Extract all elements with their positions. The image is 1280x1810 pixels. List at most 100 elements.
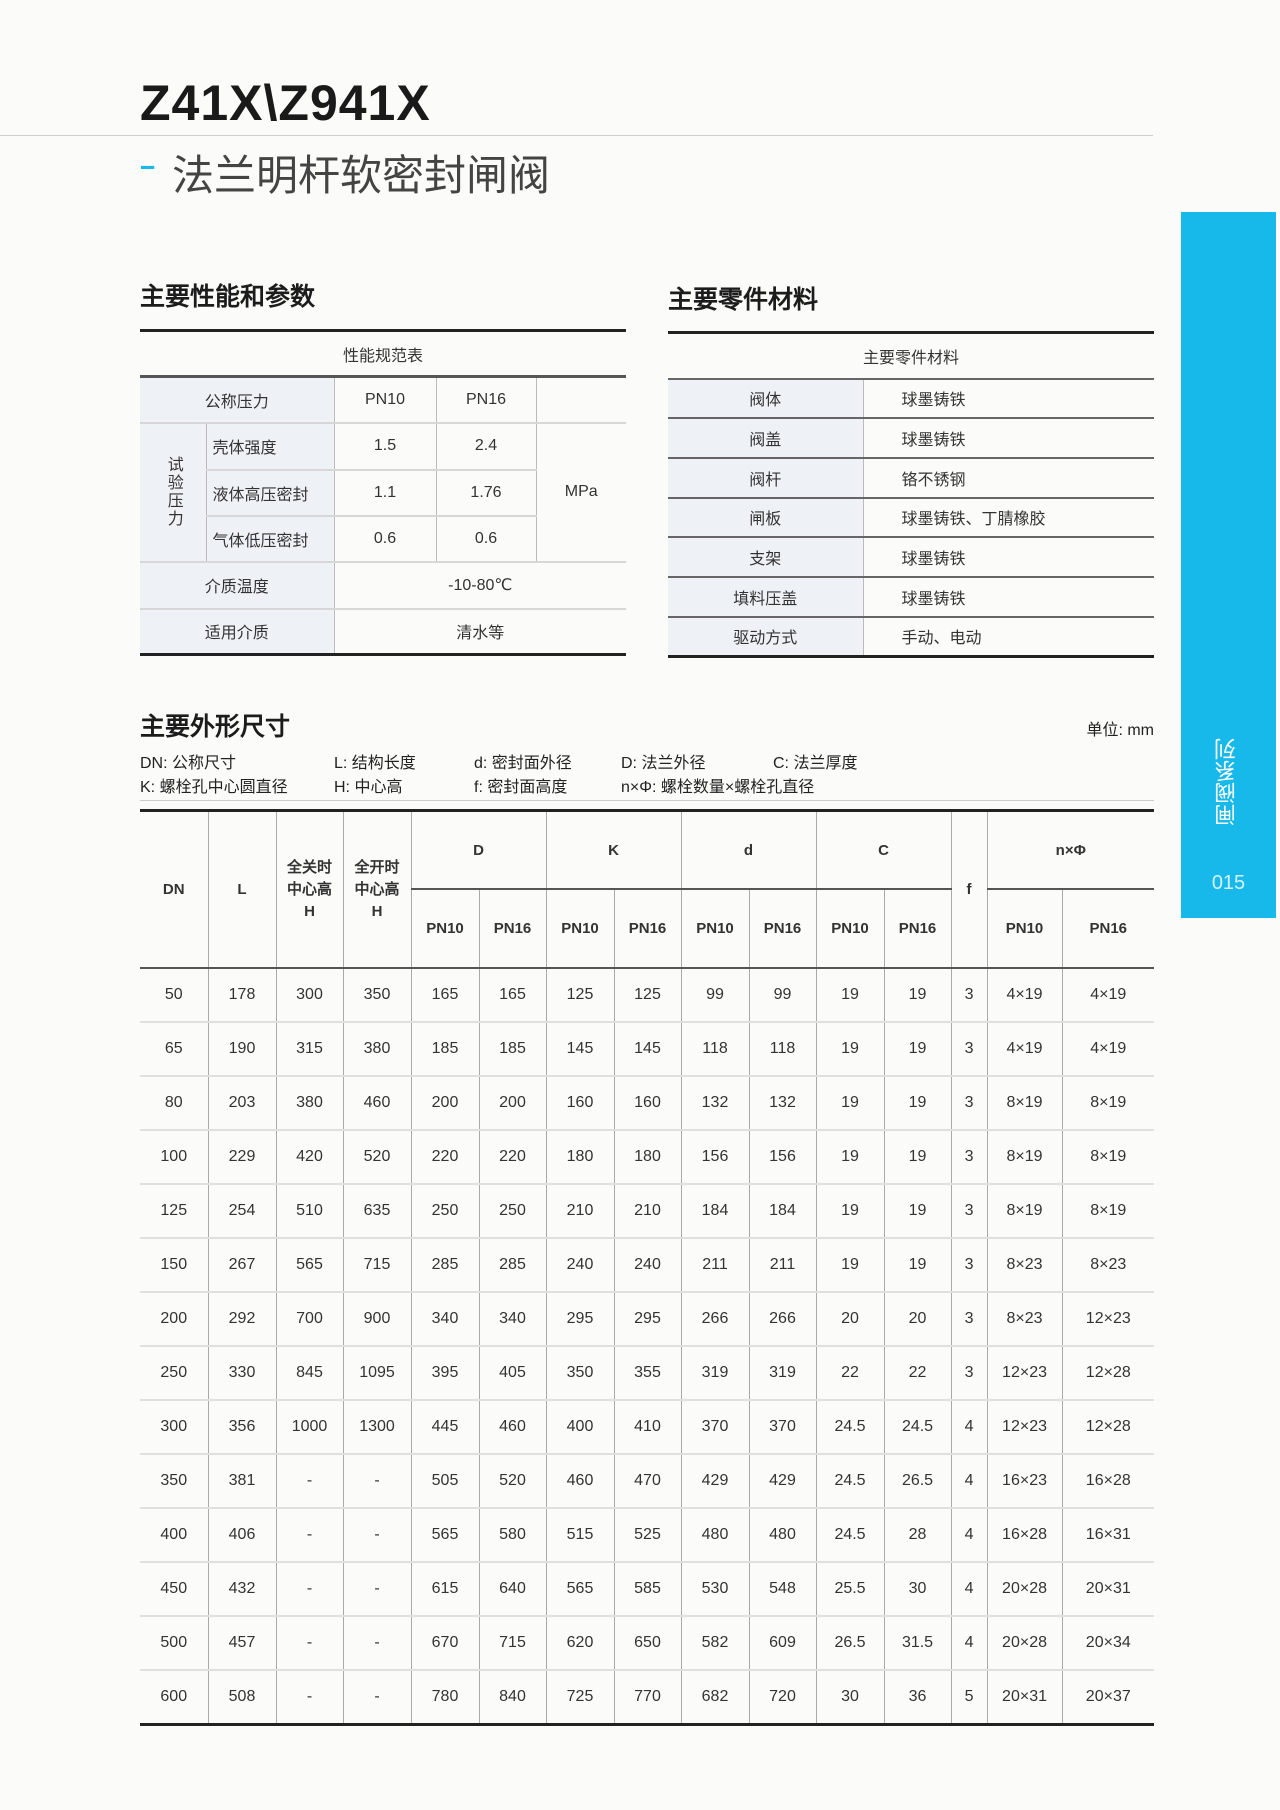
- cell-C-pn16: 19: [884, 1237, 952, 1292]
- cell-D-pn10: 670: [411, 1615, 480, 1670]
- legend-item: DN: 公称尺寸: [140, 755, 237, 772]
- cell-D-pn16: 460: [479, 1399, 547, 1454]
- table-row: 400 406- -565 580 515 525 480 480 24.5 28 4 16×28 16…: [140, 1507, 1155, 1562]
- cell-K-pn16: 180: [614, 1129, 682, 1184]
- subtitle-dash-mark: --: [140, 150, 155, 180]
- material-row: 填料压盖 球墨铸铁: [668, 575, 1155, 617]
- cell-d-pn10: 156: [681, 1129, 750, 1184]
- table-row: 600 508- -780 840 725 770 682 720 30 36 5 20×31 20×3…: [140, 1669, 1155, 1725]
- cell-f: 4: [951, 1615, 988, 1670]
- cell-nphi-pn10: 20×28: [987, 1615, 1063, 1670]
- material-row: 驱动方式 手动、电动: [668, 615, 1155, 657]
- cell-h-open: -: [343, 1507, 412, 1562]
- table-row: 100 229 420 520 220 220 180 180 156 156 19 19 3 8×19 8…: [140, 1129, 1155, 1184]
- cell-C-pn10: 19: [816, 1021, 885, 1076]
- perf-pn10-value: 1.1: [334, 468, 437, 516]
- cell-h-open: 380: [343, 1021, 412, 1076]
- cell-h-open: 1300: [343, 1399, 412, 1454]
- unit-label: 单位: mm: [1086, 722, 1154, 739]
- cell-C-pn16: 31.5: [884, 1615, 952, 1670]
- cell-C-pn10: 30: [816, 1669, 885, 1725]
- cell-nphi-pn10: 16×28: [987, 1507, 1063, 1562]
- cell-dn: 125: [140, 1183, 209, 1238]
- cell-K-pn16: 525: [614, 1507, 682, 1562]
- table-row: 80 203 380 460 200 200 160 160 132 132 19 19 3 8×19 8×…: [140, 1075, 1155, 1130]
- cell-h-closed: -: [276, 1615, 344, 1670]
- cell-l: 356: [208, 1399, 277, 1454]
- cell-D-pn16: 840: [479, 1669, 547, 1725]
- cell-K-pn10: 180: [546, 1129, 615, 1184]
- cell-l: 292: [208, 1291, 277, 1346]
- cell-dn: 450: [140, 1561, 209, 1616]
- cell-d-pn16: 118: [749, 1021, 817, 1076]
- cell-l: 229: [208, 1129, 277, 1184]
- table-row: 300 356 1000 1300 445 460 400 410 370 370 24.5 24.5…: [140, 1399, 1155, 1454]
- cell-dn: 65: [140, 1021, 209, 1076]
- cell-f: 4: [951, 1453, 988, 1508]
- cell-nphi-pn16: 16×31: [1062, 1507, 1155, 1562]
- header-group-K: K: [546, 810, 682, 889]
- cell-l: 432: [208, 1561, 277, 1616]
- cell-D-pn16: 640: [479, 1561, 547, 1616]
- cell-dn: 500: [140, 1615, 209, 1670]
- perf-pn16-value: 2.4: [436, 421, 537, 470]
- cell-l: 267: [208, 1237, 277, 1292]
- cell-nphi-pn10: 8×23: [987, 1291, 1063, 1346]
- cell-nphi-pn10: 8×19: [987, 1129, 1063, 1184]
- header-pn16: PN16: [884, 888, 952, 968]
- part-name: 阀盖: [668, 417, 864, 458]
- cell-nphi-pn10: 12×23: [987, 1399, 1063, 1454]
- cell-C-pn16: 20: [884, 1291, 952, 1346]
- cell-D-pn16: 185: [479, 1021, 547, 1076]
- cell-K-pn10: 240: [546, 1237, 615, 1292]
- materials-table-title: 主要零件材料: [863, 349, 960, 367]
- cell-dn: 200: [140, 1291, 209, 1346]
- cell-f: 3: [951, 1129, 988, 1184]
- perf-pn16-value: 0.6: [436, 514, 537, 562]
- cell-nphi-pn16: 12×28: [1062, 1345, 1155, 1400]
- cell-l: 457: [208, 1615, 277, 1670]
- cell-D-pn16: 405: [479, 1345, 547, 1400]
- cell-nphi-pn10: 4×19: [987, 1021, 1063, 1076]
- cell-K-pn10: 125: [546, 967, 615, 1022]
- part-material: 手动、电动: [863, 615, 1155, 657]
- cell-nphi-pn10: 20×31: [987, 1669, 1063, 1725]
- cell-C-pn10: 19: [816, 1129, 885, 1184]
- cell-dn: 300: [140, 1399, 209, 1454]
- cell-C-pn10: 19: [816, 967, 885, 1022]
- cell-h-closed: 845: [276, 1345, 344, 1400]
- table-row: 250 330 845 1095 395 405 350 355 319 319 22 22 3 12×2…: [140, 1345, 1155, 1400]
- cell-C-pn10: 24.5: [816, 1453, 885, 1508]
- header-pn10: PN10: [411, 888, 480, 968]
- header-nphi: n×Φ: [1055, 841, 1086, 859]
- cell-d-pn16: 480: [749, 1507, 817, 1562]
- part-material: 球墨铸铁: [863, 377, 1155, 419]
- legend-item: n×Φ: 螺栓数量×螺栓孔直径: [621, 779, 815, 796]
- cell-K-pn10: 725: [546, 1669, 615, 1725]
- cell-d-pn16: 319: [749, 1345, 817, 1400]
- cell-C-pn10: 19: [816, 1183, 885, 1238]
- cell-nphi-pn16: 8×19: [1062, 1075, 1155, 1130]
- cell-h-closed: 1000: [276, 1399, 344, 1454]
- page-number: 015: [1211, 872, 1246, 894]
- nominal-pressure-label: 公称压力: [140, 375, 335, 423]
- cell-d-pn16: 184: [749, 1183, 817, 1238]
- legend-item: D: 法兰外径: [621, 755, 706, 772]
- table-row: 500 457- -670 715 620 650 582 609 26.5 31.5 4 20×28…: [140, 1615, 1155, 1670]
- cell-d-pn10: 319: [681, 1345, 750, 1400]
- cell-h-closed: -: [276, 1453, 344, 1508]
- table-row: 150 267 565 715 285 285 240 240 211 211 19 19 3 8×23 8…: [140, 1237, 1155, 1292]
- cell-D-pn16: 250: [479, 1183, 547, 1238]
- legend-item: d: 密封面外径: [474, 755, 572, 772]
- header-l: L: [208, 810, 277, 968]
- cell-D-pn10: 395: [411, 1345, 480, 1400]
- header-pn16: PN16: [479, 888, 547, 968]
- cell-nphi-pn16: 12×23: [1062, 1291, 1155, 1346]
- cell-d-pn10: 370: [681, 1399, 750, 1454]
- material-row: 阀体 球墨铸铁: [668, 377, 1155, 419]
- perf-row-label: 气体低压密封: [206, 514, 335, 562]
- cell-D-pn10: 185: [411, 1021, 480, 1076]
- table-row: 350 381- -505 520 460 470 429 429 24.5 26.5 4 16×23…: [140, 1453, 1155, 1508]
- page-title: Z41X\Z941X: [140, 75, 431, 131]
- cell-dn: 150: [140, 1237, 209, 1292]
